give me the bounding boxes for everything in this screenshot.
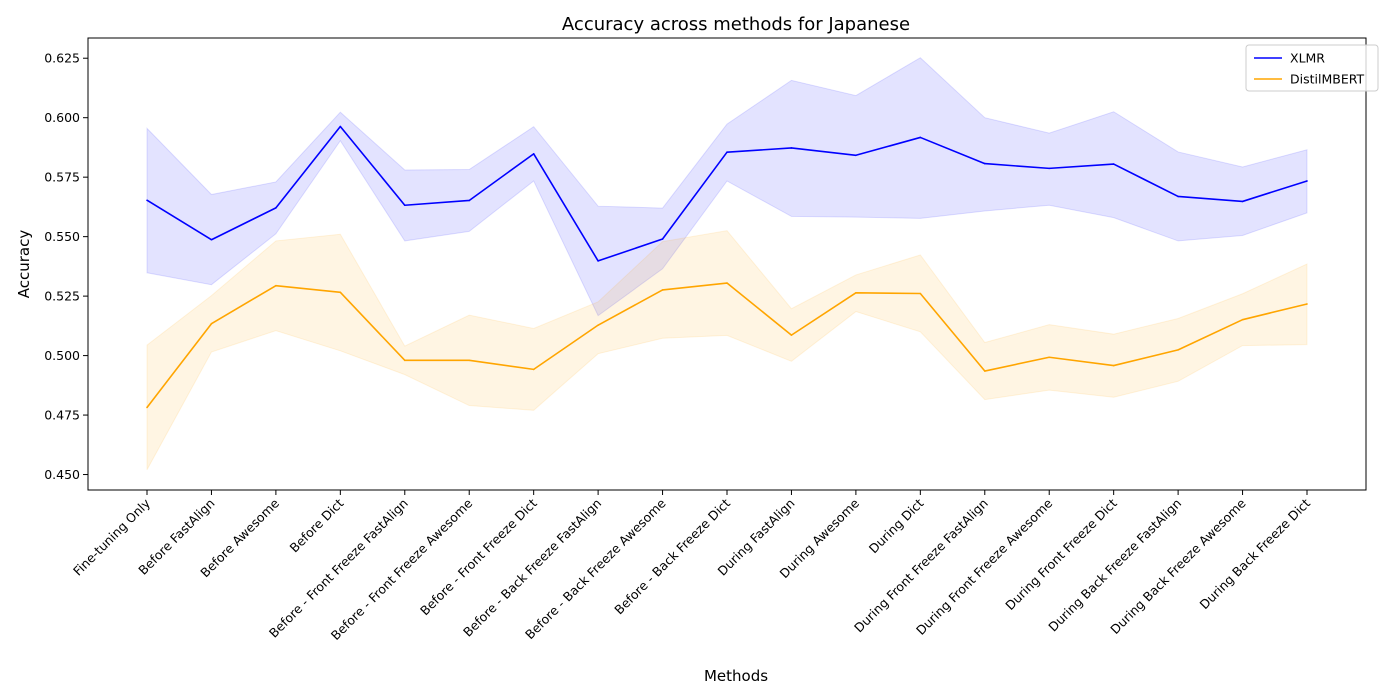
distilmbert-data-point bbox=[403, 359, 406, 362]
series-lines bbox=[146, 125, 1308, 409]
distilmbert-data-point bbox=[1306, 303, 1308, 305]
chart-title: Accuracy across methods for Japanese bbox=[562, 14, 910, 35]
y-tick-label: 0.500 bbox=[44, 348, 80, 363]
distilmbert-data-point bbox=[790, 334, 793, 336]
xlmr-data-point bbox=[983, 162, 986, 165]
distilmbert-data-point bbox=[1177, 349, 1179, 351]
distilmbert-data-point bbox=[726, 282, 728, 284]
xlmr-range-band bbox=[146, 57, 1308, 317]
xlmr-data-point bbox=[1177, 195, 1179, 198]
xlmr-data-point bbox=[919, 136, 922, 139]
distilmbert-data-point bbox=[1112, 364, 1115, 367]
y-axis: 0.450 0.475 0.500 0.525 0.550 0.575 0.600 0.625 bbox=[44, 51, 88, 482]
distilmbert-data-point bbox=[275, 284, 277, 287]
distilmbert-data-point bbox=[1048, 356, 1051, 359]
xlmr-data-point bbox=[275, 207, 277, 209]
distilmbert-data-point bbox=[210, 322, 213, 325]
distilmbert-data-point bbox=[1241, 318, 1244, 321]
xlmr-data-point bbox=[726, 151, 728, 153]
xlmr-data-point bbox=[403, 204, 406, 207]
legend: XLMR DistilMBERT bbox=[1245, 44, 1379, 92]
xlmr-data-point bbox=[146, 199, 148, 202]
xlmr-data-point bbox=[1241, 200, 1244, 203]
xlmr-data-point bbox=[1048, 167, 1051, 170]
xlmr-data-point bbox=[661, 238, 664, 240]
xlmr-data-point bbox=[855, 154, 857, 157]
distilmbert-data-point bbox=[855, 291, 857, 294]
xlmr-data-point bbox=[532, 153, 535, 155]
legend-label-distilmbert: DistilMBERT bbox=[1290, 72, 1364, 87]
distilmbert-data-point bbox=[468, 359, 471, 362]
xlmr-data-point bbox=[790, 147, 793, 149]
x-axis-label: Methods bbox=[704, 667, 768, 685]
y-tick-label: 0.600 bbox=[44, 110, 80, 125]
y-tick-label: 0.550 bbox=[44, 229, 80, 244]
distilmbert-data-point bbox=[339, 291, 342, 294]
legend-label-xlmr: XLMR bbox=[1290, 51, 1325, 66]
distilmbert-data-point bbox=[919, 292, 922, 295]
y-tick-label: 0.625 bbox=[44, 51, 80, 66]
distilmbert-range-band bbox=[146, 230, 1308, 471]
distilmbert-data-point bbox=[532, 368, 535, 371]
distilmbert-data-point bbox=[146, 406, 148, 409]
distilmbert-data-point bbox=[983, 370, 986, 372]
y-tick-label: 0.575 bbox=[44, 170, 80, 185]
xlmr-data-point bbox=[468, 199, 471, 202]
y-axis-label: Accuracy bbox=[15, 230, 33, 299]
xlmr-data-point bbox=[1306, 180, 1308, 182]
confidence-bands bbox=[146, 57, 1308, 471]
distilmbert-data-point bbox=[597, 324, 599, 326]
y-tick-label: 0.450 bbox=[44, 467, 80, 482]
y-tick-label: 0.475 bbox=[44, 408, 80, 423]
xlmr-data-point bbox=[210, 238, 213, 241]
xlmr-data-point bbox=[597, 260, 599, 262]
xlmr-data-point bbox=[339, 125, 342, 128]
distilmbert-data-point bbox=[661, 289, 664, 291]
y-tick-label: 0.525 bbox=[44, 289, 80, 304]
xlmr-data-point bbox=[1112, 163, 1115, 165]
